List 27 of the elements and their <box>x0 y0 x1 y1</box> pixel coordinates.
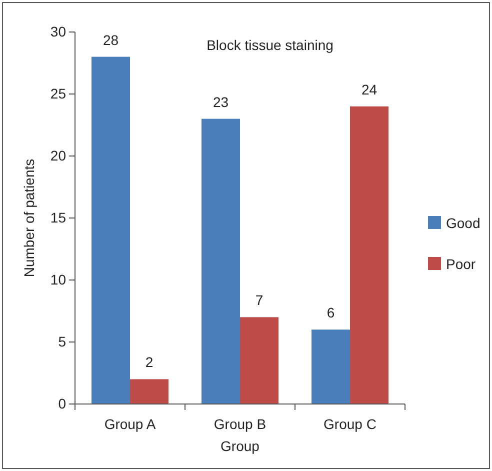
data-label: 6 <box>326 304 335 321</box>
bar <box>312 330 350 404</box>
x-axis-title: Group <box>220 438 260 454</box>
legend-label: Poor <box>446 256 476 272</box>
y-tick-label: 15 <box>50 209 66 226</box>
data-label: 2 <box>145 354 154 370</box>
bar <box>202 118 240 404</box>
y-axis-title: Number of patients <box>21 158 37 278</box>
y-tick-label: 0 <box>58 395 66 412</box>
data-label: 28 <box>102 32 119 48</box>
x-tick-label: Group B <box>214 416 266 432</box>
data-label: 7 <box>255 292 264 308</box>
x-tick-label: Group C <box>324 416 376 432</box>
y-tick-label: 5 <box>58 333 66 350</box>
data-label: 23 <box>212 94 229 110</box>
bar <box>130 379 168 404</box>
y-tick-label: 30 <box>50 23 66 40</box>
x-tick-label: Group A <box>104 416 156 432</box>
bar <box>240 317 278 404</box>
legend-label: Good <box>446 215 480 231</box>
data-label: 24 <box>361 81 378 98</box>
bar <box>92 56 130 404</box>
y-tick-label: 20 <box>50 147 66 164</box>
bar <box>350 106 388 404</box>
chart-title: Block tissue staining <box>206 37 334 53</box>
y-tick-label: 10 <box>50 271 66 288</box>
y-tick-label: 25 <box>50 85 66 102</box>
